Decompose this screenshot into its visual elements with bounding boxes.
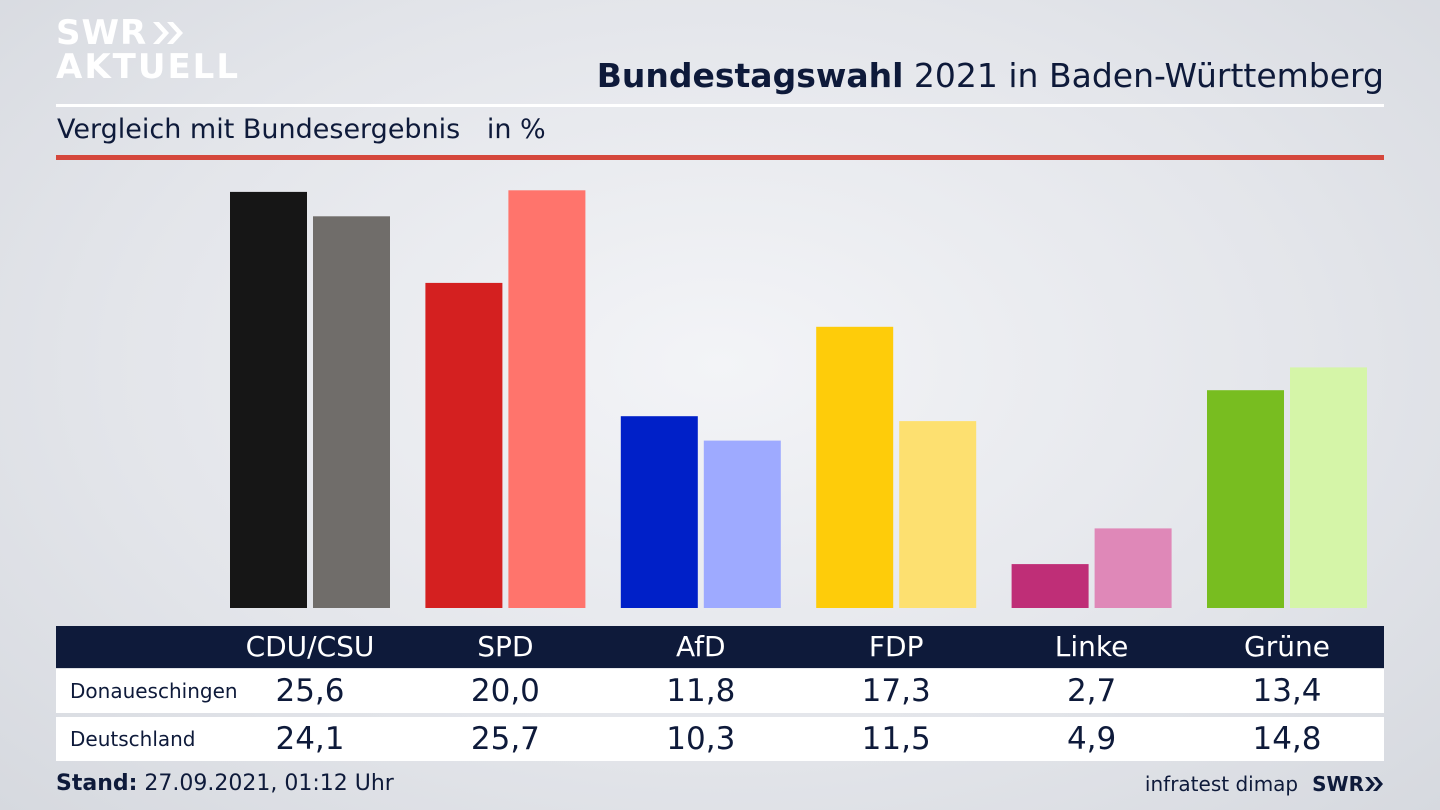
party-header-row: CDU/CSU SPD AfD FDP Linke Grüne <box>56 626 1384 668</box>
value-donaueschingen-fdp: 17,3 <box>861 673 931 709</box>
value-donaueschingen-afd: 11,8 <box>666 673 736 709</box>
value-deutschland-spd: 25,7 <box>470 721 540 757</box>
bar-deutschland-cdu-csu <box>313 216 390 609</box>
accent-divider <box>56 155 1384 160</box>
logo-line2: AKTUELL <box>56 47 241 87</box>
party-label-linke: Linke <box>1054 630 1129 663</box>
bar-donaueschingen-spd <box>425 282 503 608</box>
bar-deutschland-fdp <box>899 421 977 608</box>
party-label-fdp: FDP <box>868 630 924 663</box>
value-deutschland-gr-ne: 14,8 <box>1252 721 1322 757</box>
bar-deutschland-afd <box>703 440 781 608</box>
value-donaueschingen-linke: 2,7 <box>1066 673 1117 709</box>
page-title: Bundestagswahl 2021 in Baden-Württemberg <box>597 56 1384 95</box>
swr-aktuell-logo: SWR AKTUELL <box>56 16 240 84</box>
bar-deutschland-spd <box>508 190 586 609</box>
value-deutschland-linke: 4,9 <box>1066 721 1117 757</box>
value-donaueschingen-spd: 20,0 <box>470 673 540 709</box>
bar-donaueschingen-cdu-csu <box>230 191 307 608</box>
title-bold: Bundestagswahl <box>596 56 904 95</box>
header-divider <box>56 104 1384 107</box>
brand-text: SWR <box>1312 772 1364 796</box>
logo-line1: SWR <box>56 13 148 53</box>
row-label-donaueschingen: Donaueschingen <box>70 679 238 703</box>
party-label-afd: AfD <box>676 630 726 663</box>
subtitle-text: Vergleich mit Bundesergebnis <box>57 114 461 145</box>
brand-chevrons-icon <box>1365 777 1383 791</box>
bar-donaueschingen-linke <box>1011 564 1089 608</box>
bar-deutschland-linke <box>1094 528 1172 608</box>
title-rest: 2021 in Baden-Württemberg <box>913 56 1384 95</box>
bar-deutschland-gr-ne <box>1290 367 1367 608</box>
bar-donaueschingen-gr-ne <box>1207 390 1284 608</box>
table-row-deutschland: Deutschland 24,1 25,7 10,3 11,5 4,9 14,8 <box>56 717 1384 761</box>
party-label-spd: SPD <box>477 630 534 663</box>
stand-label: Stand: <box>56 771 138 796</box>
source-text: infratest dimap <box>1144 772 1299 796</box>
value-deutschland-afd: 10,3 <box>666 721 736 757</box>
logo-chevrons-icon <box>153 22 184 44</box>
value-donaueschingen-gr-ne: 13,4 <box>1252 673 1322 709</box>
chart-subtitle: Vergleich mit Bundesergebnis in % <box>57 114 546 145</box>
bar-donaueschingen-afd <box>620 416 698 608</box>
stand-value: 27.09.2021, 01:12 Uhr <box>144 771 394 796</box>
value-donaueschingen-cdu-csu: 25,6 <box>275 673 345 709</box>
source-credit: infratest dimap SWR <box>1145 772 1384 796</box>
timestamp: Stand: 27.09.2021, 01:12 Uhr <box>56 771 394 796</box>
party-label-cdu-csu: CDU/CSU <box>245 630 375 663</box>
brand-logo: SWR <box>1312 772 1384 796</box>
subtitle-unit: in % <box>486 114 546 145</box>
table-row-donaueschingen: Donaueschingen 25,6 20,0 11,8 17,3 2,7 13,4 <box>56 669 1384 713</box>
party-label-gr-ne: Grüne <box>1244 630 1330 663</box>
row-label-deutschland: Deutschland <box>70 727 196 751</box>
value-deutschland-cdu-csu: 24,1 <box>275 721 345 757</box>
value-deutschland-fdp: 11,5 <box>861 721 931 757</box>
bar-donaueschingen-fdp <box>816 326 894 608</box>
